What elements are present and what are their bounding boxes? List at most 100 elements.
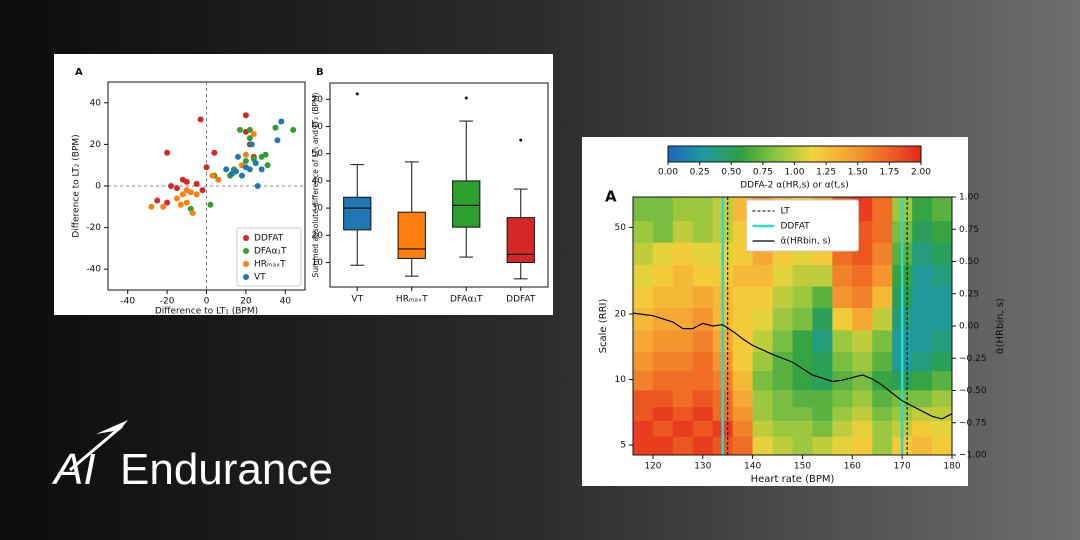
heatmap-cell [772,286,793,309]
heatmap-cell [912,436,933,456]
heatmap-cell [932,307,953,331]
heatmap-cell [692,330,714,353]
legend-label: HRₘₐₓT [254,260,286,270]
heatmap-cell [772,330,793,353]
scatter-point [223,166,230,173]
heatmap-cell [852,307,873,331]
heatmap-cell [772,390,793,408]
heatmap-cell [812,406,833,421]
heatmap-cell [872,220,893,243]
y-tick-label: 5 [620,441,626,451]
heatmap-cell [792,286,813,309]
heatmap-cell [732,370,753,391]
y2-tick-label: −0.25 [959,354,987,364]
heatmap-cell [872,264,893,287]
y2-tick-label: 0.75 [959,225,979,235]
heatmap-cell [652,242,674,265]
heatmap-cell [672,286,694,309]
heatmap-cell [812,351,833,372]
heatmap-cell [752,307,773,331]
scatter-point [183,178,190,185]
y-tick-label: 50 [312,149,324,159]
heatmap-cell [792,390,813,408]
heatmap-cell [672,264,694,287]
y-tick-label: 10 [312,258,324,268]
colorbar-tick-label: 1.50 [848,168,868,178]
heatmap-cell [652,436,674,456]
x-tick-label: DDFAT [506,295,536,305]
scatter-point [203,164,210,171]
heatmap-cell [692,264,714,287]
heatmap-cell [633,406,654,421]
heatmap-cell [812,286,833,309]
heatmap-cell [633,242,654,265]
y-tick-label: 40 [312,176,324,186]
panel-label: A [75,67,83,78]
heatmap-cell [692,286,714,309]
scatter-point [197,116,204,123]
y-tick-label: 20 [90,140,102,150]
box [506,217,535,264]
heatmap-cell [732,351,753,372]
colorbar-tick-label: 0.00 [658,168,678,178]
heatmap-cell [932,370,953,391]
heatmap-cell [652,286,674,309]
y-tick-label: 50 [615,223,627,233]
scatter-point [154,197,161,204]
heatmap-cell [912,330,933,353]
panel-label: A [605,188,617,206]
heatmap-cell [672,351,694,372]
heatmap-cell [672,406,694,421]
heatmap-cell [912,264,933,287]
heatmap-cell [872,351,893,372]
scatter-point [193,180,200,187]
scatter-point [274,137,281,144]
scatter-point [173,185,180,192]
scatter-point [235,153,242,160]
y-tick-label: 0 [95,182,101,192]
scatter-point [187,189,194,196]
legend-marker [243,235,249,241]
x-tick-label: 40 [280,297,292,307]
heatmap-cell [732,264,753,287]
heatmap-cell [872,436,893,456]
scatter-point [177,201,184,208]
colorbar [667,145,922,163]
heatmap-cell [832,286,853,309]
heatmap-cell [652,197,674,222]
x-tick-label: 130 [694,462,711,472]
heatmap-cell [752,436,773,456]
x-tick-label: HRₘₐₓT [396,295,428,305]
heatmap-cell [752,390,773,408]
heatmap-cell [652,370,674,391]
heatmap-cell [633,330,654,353]
scatter-point [248,141,255,148]
heatmap-cell [752,264,773,287]
heatmap-cell [872,406,893,421]
heatmap-cell [872,420,893,437]
heatmap-cell [872,390,893,408]
scatter-point [258,166,265,173]
y2-axis-label: α̃(HRbin, s) [994,298,1006,354]
heatmap-cell [912,307,933,331]
heatmap-cell [652,351,674,372]
scatter-point [229,170,236,177]
x-tick-label: -20 [160,297,175,307]
heatmap-cell [692,351,714,372]
y-tick-label: -40 [86,265,101,275]
heatmap-cell [732,436,753,456]
logo-stroke [69,424,123,472]
heatmap-cell [732,406,753,421]
heatmap-cell [852,406,873,421]
logo-arrow [96,420,128,434]
x-tick-label: 170 [894,462,911,472]
legend-label: DDFAT [781,222,811,232]
heatmap-cell [932,264,953,287]
heatmap-cell [872,286,893,309]
heatmap-cell [672,390,694,408]
scatter-point [246,126,253,133]
y-tick-label: 40 [90,98,102,108]
scatter-point [189,210,196,217]
scatter-point [173,195,180,202]
y2-tick-label: −1.00 [959,451,987,461]
